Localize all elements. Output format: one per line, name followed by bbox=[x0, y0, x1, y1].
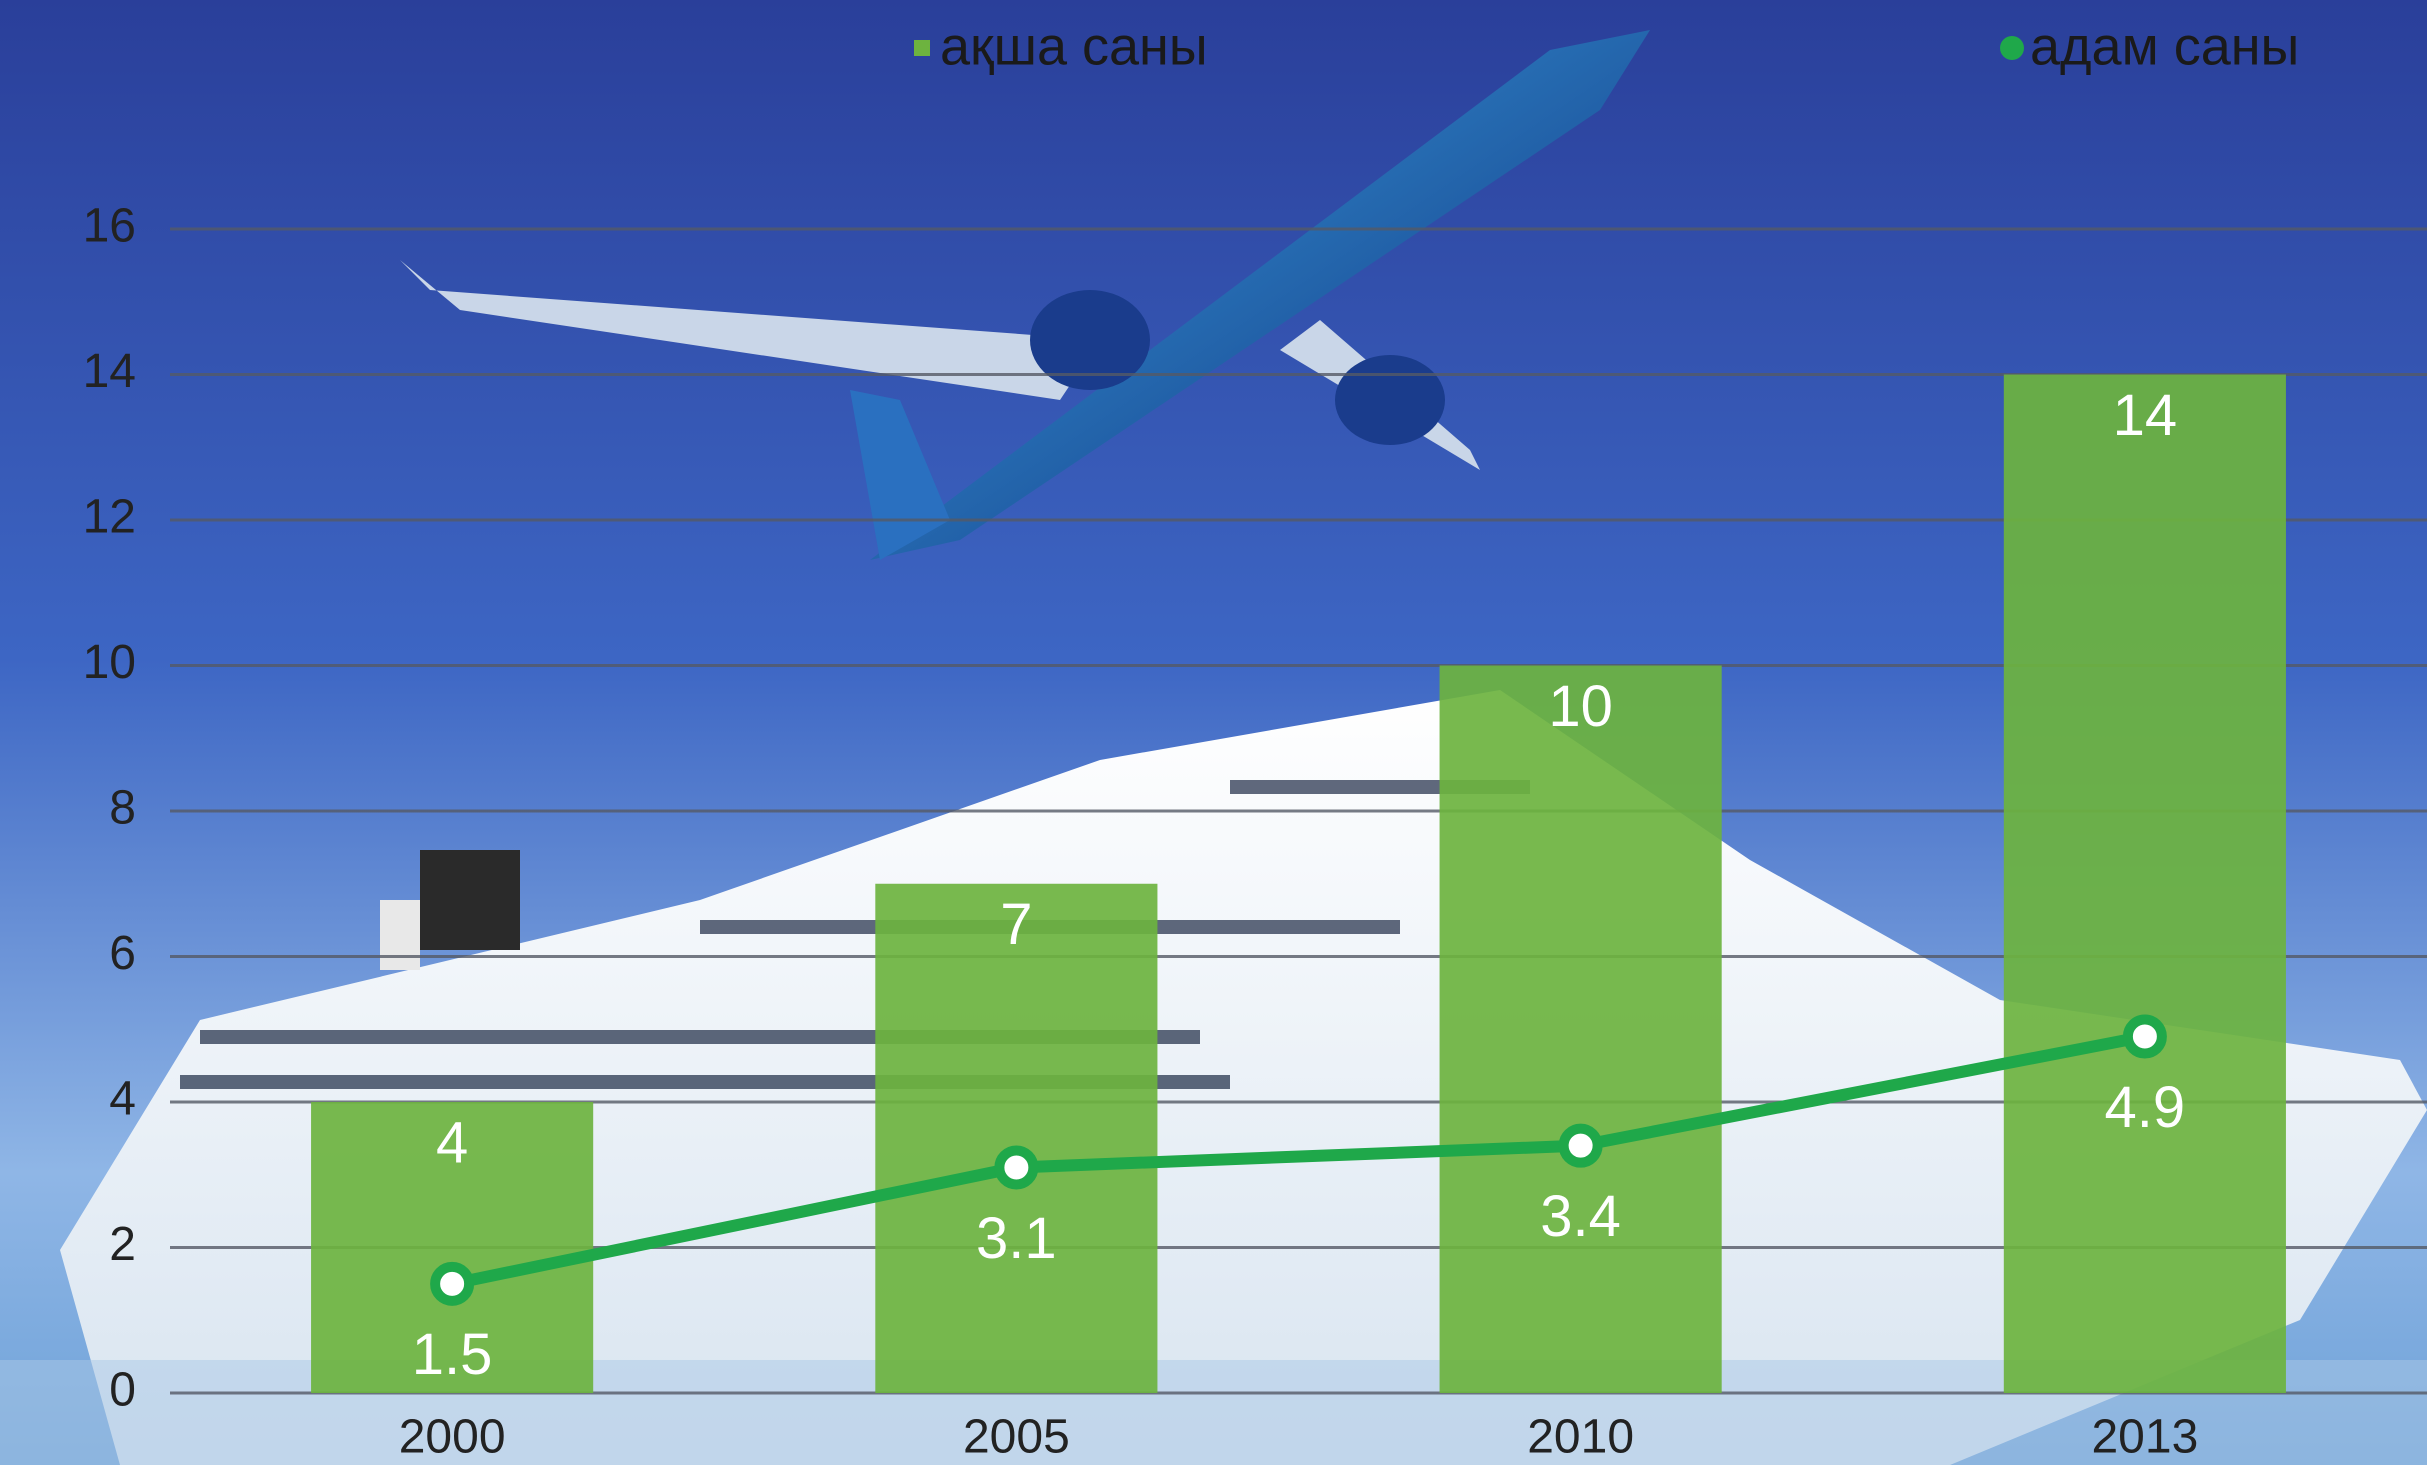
x-tick-label: 2005 bbox=[963, 1411, 1070, 1464]
legend-label: ақша саны bbox=[940, 16, 1208, 76]
marker bbox=[1558, 1123, 1603, 1168]
plot-area: 0 2 4 6 8 10 12 14 16 2000 2005 2010 2013 4 7 10 14 1.5 3.… bbox=[83, 16, 2427, 1464]
bar bbox=[875, 883, 1158, 1393]
marker bbox=[994, 1145, 1039, 1190]
y-tick-label: 0 bbox=[109, 1364, 136, 1417]
data-label: 3.1 bbox=[976, 1206, 1057, 1271]
legend-swatch bbox=[2000, 36, 2024, 60]
y-tick-label: 16 bbox=[83, 200, 136, 253]
x-tick-label: 2000 bbox=[399, 1411, 506, 1464]
marker bbox=[2122, 1014, 2167, 1059]
line bbox=[450, 1030, 2147, 1290]
y-tick-label: 8 bbox=[109, 782, 136, 835]
data-label: 3.4 bbox=[1540, 1184, 1621, 1249]
data-label: 10 bbox=[1548, 674, 1613, 739]
data-label: 1.5 bbox=[412, 1322, 493, 1387]
data-label: 7 bbox=[1000, 892, 1032, 957]
y-tick-label: 14 bbox=[83, 345, 136, 398]
bar bbox=[311, 1102, 594, 1393]
y-tick-label: 12 bbox=[83, 491, 136, 544]
y-tick-label: 4 bbox=[109, 1073, 136, 1126]
y-tick-label: 2 bbox=[109, 1218, 136, 1271]
data-label: 4 bbox=[436, 1110, 468, 1175]
legend-swatch bbox=[914, 40, 930, 56]
legend-label: адам саны bbox=[2030, 16, 2299, 76]
x-tick-label: 2010 bbox=[1527, 1411, 1634, 1464]
y-tick-label: 6 bbox=[109, 927, 136, 980]
y-tick-label: 10 bbox=[83, 636, 136, 689]
plane-illustration bbox=[400, 30, 1650, 560]
marker bbox=[430, 1261, 475, 1306]
data-label: 14 bbox=[2113, 383, 2178, 448]
bar bbox=[1439, 665, 1722, 1393]
bar bbox=[2003, 374, 2286, 1393]
data-label: 4.9 bbox=[2105, 1075, 2186, 1140]
x-tick-label: 2013 bbox=[2091, 1411, 2198, 1464]
